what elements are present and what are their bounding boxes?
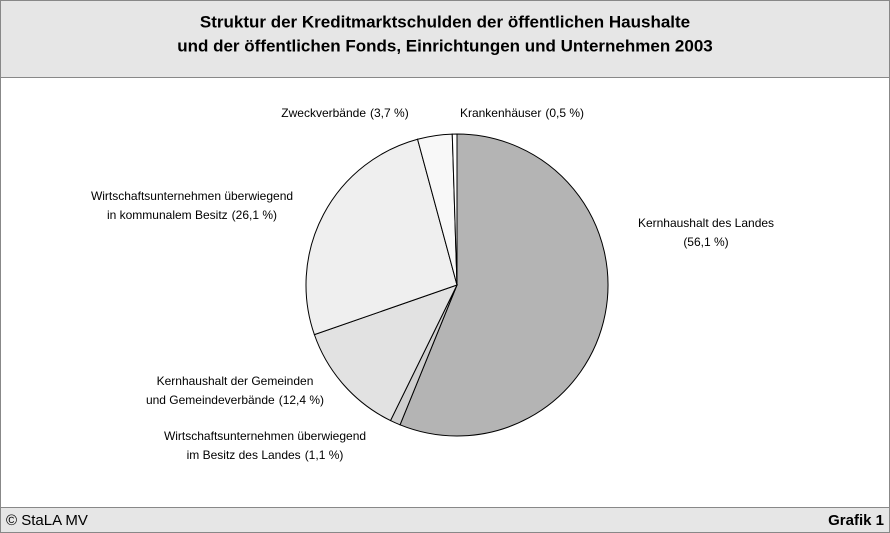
- footer-band: [0, 507, 890, 533]
- value-label: (0,5 %): [545, 106, 584, 120]
- pie-slice: [451, 133, 458, 286]
- chart-title: Struktur der Kreditmarktschulden der öff…: [200, 12, 690, 31]
- value-label: (56,1 %): [683, 235, 728, 249]
- chart-title: und der öffentlichen Fonds, Einrichtunge…: [177, 36, 713, 55]
- value-label: (26,1 %): [232, 208, 277, 222]
- value-label: (1,1 %): [305, 448, 344, 462]
- title-band: [0, 0, 890, 78]
- value-label: (12,4 %): [279, 393, 324, 407]
- slice-label: und Gemeindeverbände: [146, 393, 275, 407]
- slice-label: im Besitz des Landes: [187, 448, 301, 462]
- pie-slice: [305, 138, 458, 336]
- slice-label: Wirtschaftsunternehmen überwiegend: [91, 189, 293, 203]
- figure-label: Grafik 1: [828, 512, 884, 529]
- slice-label: Wirtschaftsunternehmen überwiegend: [164, 429, 366, 443]
- pie-slice: [313, 284, 458, 422]
- source: © StaLA MV: [6, 512, 88, 529]
- slice-label: Kernhaushalt der Gemeinden: [157, 374, 314, 388]
- slice-label: Kernhaushalt des Landes: [638, 216, 774, 230]
- value-label: (3,7 %): [370, 106, 409, 120]
- pie-slice: [399, 133, 609, 437]
- slice-label: Krankenhäuser: [460, 106, 541, 120]
- slice-label: in kommunalem Besitz: [107, 208, 228, 222]
- slice-label: Zweckverbände: [281, 106, 366, 120]
